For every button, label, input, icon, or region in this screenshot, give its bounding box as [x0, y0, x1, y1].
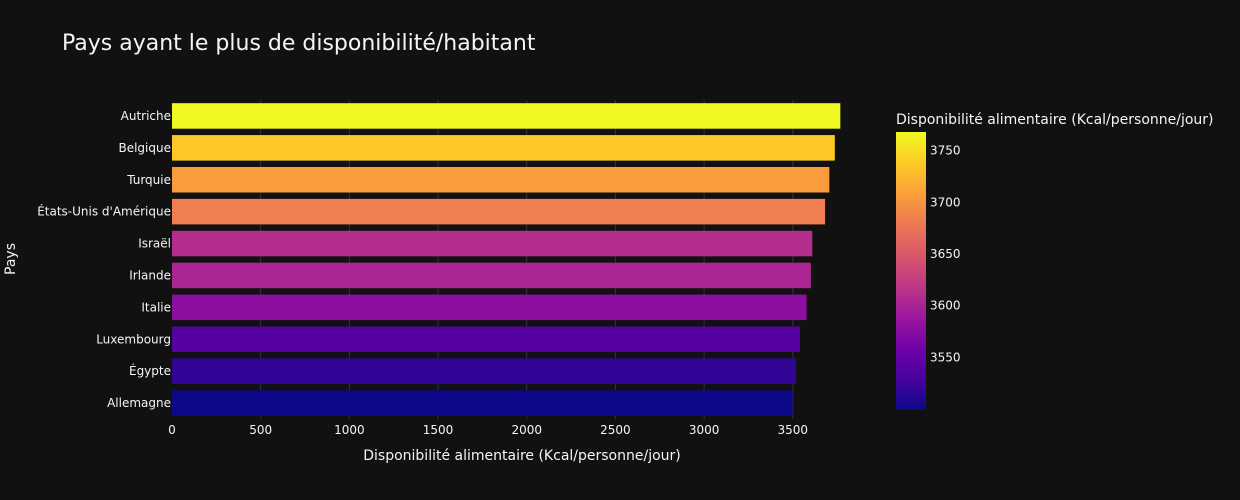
x-tick-label: 1500 [423, 423, 454, 437]
colorbar-tick-label: 3750 [930, 144, 961, 158]
category-label: Italie [141, 300, 171, 314]
x-axis-label: Disponibilité alimentaire (Kcal/personne… [363, 448, 681, 464]
x-tick-labels: 0 500 1000 1500 2000 2500 3000 3500 [168, 423, 808, 437]
category-label: Allemagne [107, 396, 171, 410]
bar [172, 390, 793, 416]
bar [172, 103, 841, 129]
bar [172, 358, 796, 384]
category-label: Belgique [118, 141, 171, 155]
colorbar-title: Disponibilité alimentaire (Kcal/personne… [896, 112, 1214, 128]
category-label: Égypte [129, 363, 171, 378]
category-label: Irlande [129, 268, 171, 282]
category-label: Luxembourg [96, 332, 171, 346]
colorbar [896, 132, 926, 410]
category-label: États-Unis d'Amérique [37, 204, 171, 219]
x-tick-label: 3500 [778, 423, 809, 437]
bar [172, 166, 830, 193]
y-axis-label: Pays [3, 243, 19, 275]
colorbar-tick-label: 3700 [930, 195, 961, 209]
category-labels: Autriche Belgique Turquie États-Unis d'Amér… [37, 109, 171, 410]
x-tick-label: 2500 [600, 423, 631, 437]
x-tick-label: 1000 [334, 423, 365, 437]
x-tick-label: 3000 [689, 423, 720, 437]
bar [172, 262, 811, 289]
colorbar-tick-label: 3600 [930, 299, 961, 313]
bars [172, 103, 841, 416]
chart-title: Pays ayant le plus de disponibilité/habi… [62, 31, 536, 56]
category-label: Israël [138, 237, 171, 251]
x-tick-label: 0 [168, 423, 176, 437]
bar [172, 326, 800, 353]
x-tick-label: 2000 [511, 423, 542, 437]
colorbar-tick-label: 3550 [930, 350, 961, 364]
colorbar-tick-label: 3650 [930, 247, 961, 261]
category-label: Autriche [121, 109, 171, 123]
bar [172, 135, 835, 161]
x-tick-label: 500 [249, 423, 272, 437]
bar [172, 294, 807, 321]
colorbar-tick-labels: 3550 3600 3650 3700 3750 [930, 144, 961, 365]
bar [172, 198, 826, 225]
category-label: Turquie [126, 173, 171, 187]
bar [172, 230, 813, 257]
